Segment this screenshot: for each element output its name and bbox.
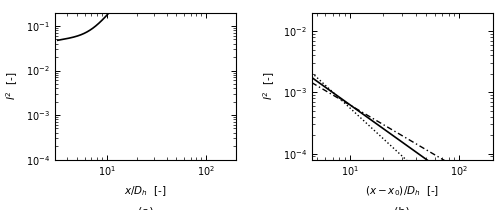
Y-axis label: $I^2$  [-]: $I^2$ [-] [262, 72, 277, 100]
X-axis label: $(x-x_0)/D_h$  [-]: $(x-x_0)/D_h$ [-] [365, 184, 439, 198]
Y-axis label: $I^2$  [-]: $I^2$ [-] [5, 72, 20, 100]
Text: (b): (b) [394, 207, 410, 210]
Text: (a): (a) [138, 207, 153, 210]
X-axis label: $x/D_h$  [-]: $x/D_h$ [-] [124, 184, 166, 198]
